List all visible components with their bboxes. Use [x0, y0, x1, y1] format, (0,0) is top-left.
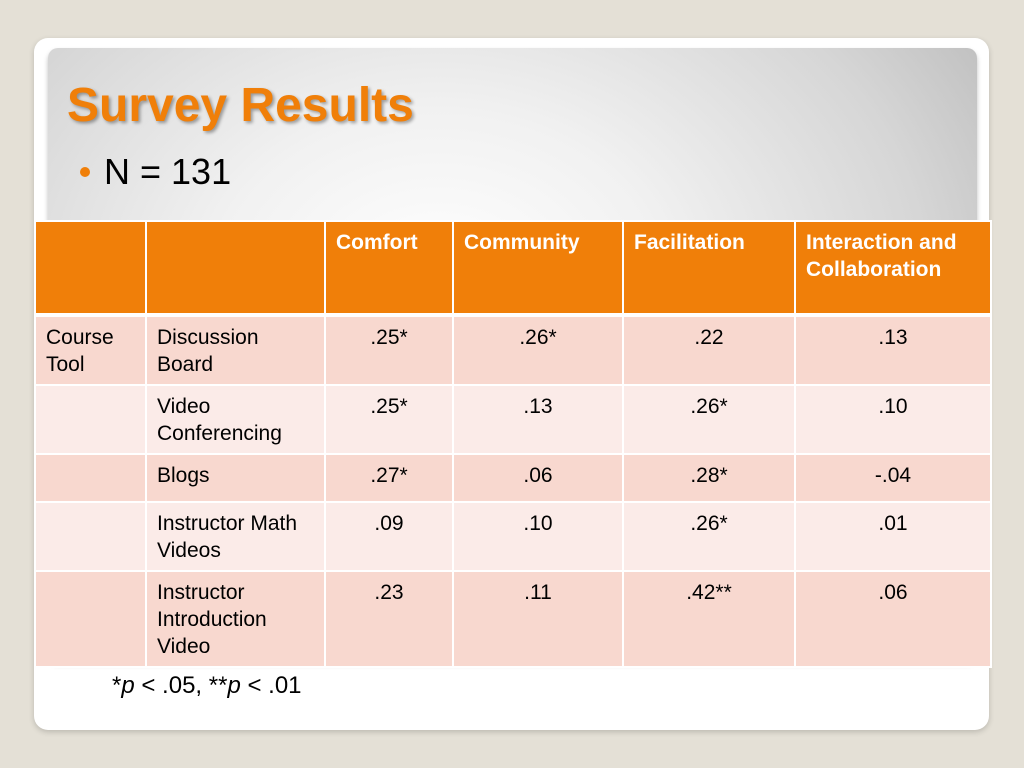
footnote-text: < .05, **	[134, 672, 228, 699]
footnote-p-italic: p	[227, 672, 241, 699]
footnote-star: *	[112, 672, 122, 699]
interaction-cell: .06	[794, 570, 992, 668]
community-cell: .13	[452, 384, 624, 455]
community-cell: .10	[452, 501, 624, 572]
community-cell: .06	[452, 453, 624, 503]
group-cell	[34, 384, 147, 455]
footnote-p-italic: p	[121, 672, 135, 699]
header-cell-group	[34, 220, 147, 317]
facilitation-cell: .42**	[622, 570, 796, 668]
bullet-dot-icon	[80, 167, 90, 177]
table-row: Video Conferencing .25* .13 .26* .10	[34, 384, 992, 455]
results-table: Comfort Community Facilitation Interacti…	[34, 220, 992, 668]
comfort-cell: .25*	[324, 384, 454, 455]
table-row: Blogs .27* .06 .28* -.04	[34, 453, 992, 503]
tool-cell: Discussion Board	[145, 314, 326, 386]
comfort-cell: .09	[324, 501, 454, 572]
tool-cell: Instructor Introduction Video	[145, 570, 326, 668]
facilitation-cell: .26*	[622, 384, 796, 455]
significance-footnote: *p < .05, **p < .01	[112, 672, 302, 700]
interaction-cell: .13	[794, 314, 992, 386]
slide-title: Survey Results	[67, 79, 414, 132]
header-cell-interaction: Interaction and Collaboration	[794, 220, 992, 317]
community-cell: .11	[452, 570, 624, 668]
comfort-cell: .23	[324, 570, 454, 668]
header-cell-facilitation: Facilitation	[622, 220, 796, 317]
interaction-cell: .01	[794, 501, 992, 572]
group-cell: Course Tool	[34, 314, 147, 386]
facilitation-cell: .26*	[622, 501, 796, 572]
table-row: Instructor Math Videos .09 .10 .26* .01	[34, 501, 992, 572]
facilitation-cell: .22	[622, 314, 796, 386]
facilitation-cell: .28*	[622, 453, 796, 503]
group-cell	[34, 501, 147, 572]
tool-cell: Blogs	[145, 453, 326, 503]
tool-cell: Instructor Math Videos	[145, 501, 326, 572]
comfort-cell: .27*	[324, 453, 454, 503]
header-cell-comfort: Comfort	[324, 220, 454, 317]
bullet-text: N = 131	[104, 151, 232, 192]
bullet-item: N = 131	[80, 151, 231, 193]
interaction-cell: -.04	[794, 453, 992, 503]
interaction-cell: .10	[794, 384, 992, 455]
comfort-cell: .25*	[324, 314, 454, 386]
tool-cell: Video Conferencing	[145, 384, 326, 455]
table-header-row: Comfort Community Facilitation Interacti…	[34, 220, 992, 317]
group-cell	[34, 453, 147, 503]
table-row: Instructor Introduction Video .23 .11 .4…	[34, 570, 992, 668]
group-cell	[34, 570, 147, 668]
table-row: Course Tool Discussion Board .25* .26* .…	[34, 314, 992, 386]
community-cell: .26*	[452, 314, 624, 386]
header-cell-tool	[145, 220, 326, 317]
footnote-text: < .01	[240, 672, 302, 699]
header-cell-community: Community	[452, 220, 624, 317]
